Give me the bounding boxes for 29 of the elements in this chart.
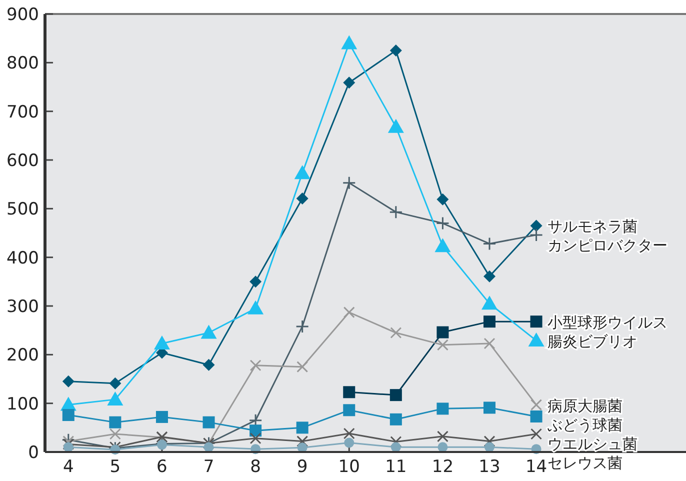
- y-tick-label: 800: [6, 54, 39, 74]
- x-tick-label: 7: [203, 457, 214, 477]
- series-label: ぶどう球菌: [547, 416, 622, 434]
- x-tick-label: 11: [385, 457, 407, 477]
- x-tick-label: 10: [338, 457, 360, 477]
- y-tick-label: 100: [6, 394, 39, 414]
- y-tick-label: 0: [28, 443, 39, 463]
- x-tick-label: 6: [156, 457, 168, 477]
- series-label: セレウス菌: [547, 454, 622, 472]
- y-tick-label: 300: [6, 297, 39, 317]
- y-tick-label: 200: [6, 346, 39, 366]
- x-tick-label: 12: [432, 457, 454, 477]
- x-tick-label: 14: [525, 457, 548, 477]
- x-tick-label: 4: [62, 457, 74, 477]
- series-label: ウエルシュ菌: [547, 434, 638, 453]
- series-label: 小型球形ウイルス: [547, 314, 668, 332]
- x-tick-label: 8: [250, 457, 261, 477]
- y-tick-label: 400: [6, 248, 39, 268]
- series-label: 病原大腸菌: [547, 396, 622, 415]
- x-tick-label: 5: [110, 457, 121, 477]
- x-tick-label: 13: [478, 457, 500, 477]
- y-tick-label: 900: [6, 5, 39, 25]
- y-tick-label: 600: [6, 151, 39, 171]
- y-tick-label: 500: [6, 200, 39, 220]
- series-label: カンピロバクター: [547, 236, 668, 255]
- y-tick-label: 700: [6, 102, 39, 122]
- series-label: 腸炎ビブリオ: [547, 332, 638, 351]
- x-tick-label: 9: [296, 457, 308, 477]
- series-label: サルモネラ菌: [547, 218, 638, 236]
